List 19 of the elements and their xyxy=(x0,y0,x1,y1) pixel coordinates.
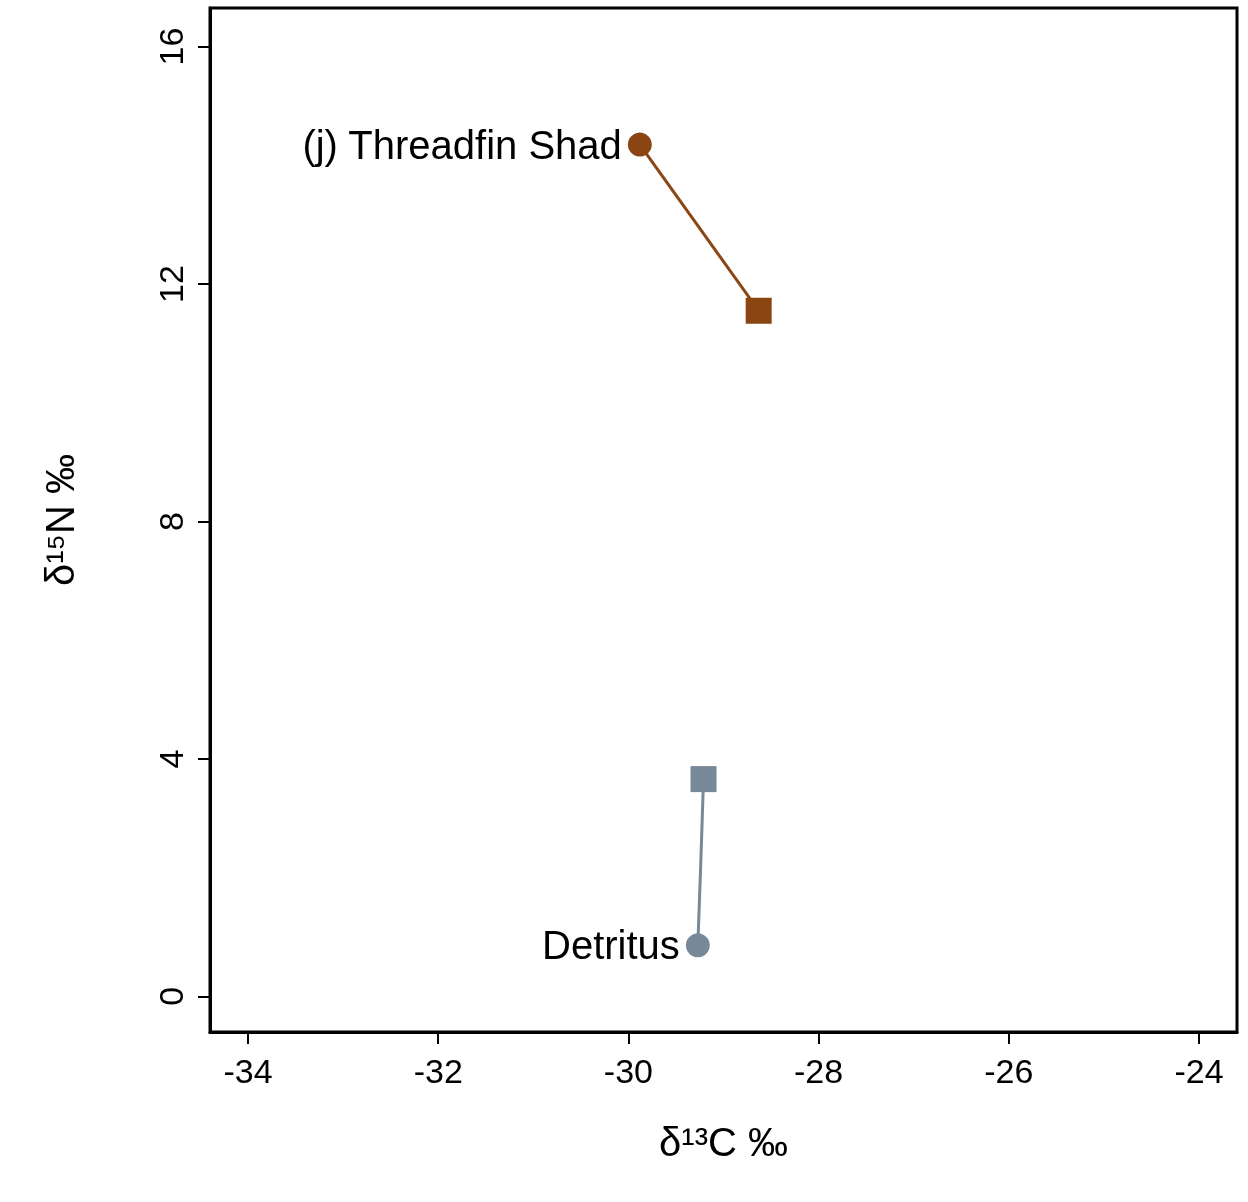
point xyxy=(745,297,772,324)
x-axis-title: δ¹³C ‰ xyxy=(659,1120,788,1164)
x-tick-label: -24 xyxy=(1174,1052,1224,1090)
point xyxy=(690,766,717,793)
point xyxy=(685,933,710,958)
x-tick-label: -32 xyxy=(413,1052,463,1090)
y-axis-title: δ¹⁵N ‰ xyxy=(38,453,82,587)
x-tick-label: -28 xyxy=(794,1052,844,1090)
y-tick-label: 4 xyxy=(152,749,190,769)
point xyxy=(627,132,652,157)
y-tick-label: 12 xyxy=(152,265,190,303)
annotation: (j) Threadfin Shad xyxy=(302,122,622,167)
x-tick-label: -30 xyxy=(603,1052,653,1090)
y-tick-label: 0 xyxy=(152,986,190,1006)
x-tick-label: -26 xyxy=(984,1052,1034,1090)
y-tick-label: 16 xyxy=(152,27,190,66)
y-tick-label: 8 xyxy=(152,512,190,531)
x-tick-label: -34 xyxy=(223,1052,273,1090)
annotation: Detritus xyxy=(542,923,680,968)
